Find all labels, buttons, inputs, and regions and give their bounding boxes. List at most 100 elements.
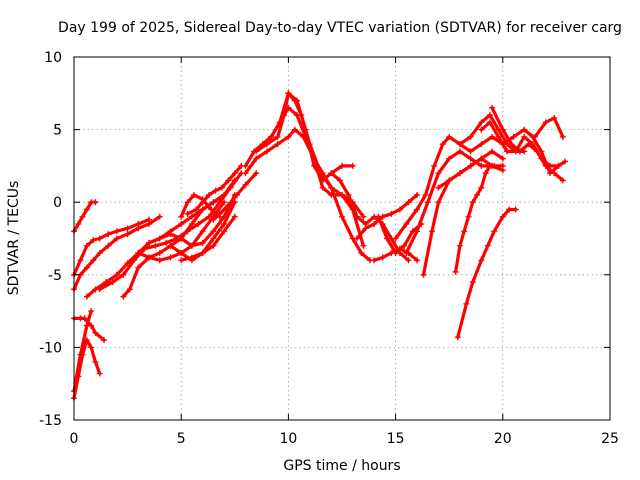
data-point <box>242 162 249 169</box>
data-point <box>319 184 326 191</box>
data-point <box>221 220 228 227</box>
data-point <box>92 358 99 365</box>
data-point <box>504 148 511 155</box>
series-trace <box>72 218 151 277</box>
y-tick-label: -10 <box>39 340 62 356</box>
series-sat-f <box>71 315 108 344</box>
data-point <box>120 271 127 278</box>
series-trace <box>501 128 567 175</box>
data-point <box>555 162 562 169</box>
data-point <box>227 184 234 191</box>
data-point <box>456 148 463 155</box>
data-point <box>345 191 352 198</box>
data-point <box>328 170 335 177</box>
data-point <box>531 133 538 140</box>
data-point <box>293 112 300 119</box>
data-point <box>83 206 90 213</box>
data-point <box>188 254 195 261</box>
series-trace <box>72 309 93 393</box>
data-point <box>559 133 566 140</box>
data-point <box>291 126 298 133</box>
data-point <box>253 148 260 155</box>
data-point <box>199 250 206 257</box>
data-point <box>83 293 90 300</box>
data-point <box>491 228 498 235</box>
data-point <box>263 148 270 155</box>
series-sat-v <box>354 191 421 242</box>
axis-ticks: 0 5 10 15 20 25 -15 -10 -5 0 5 10 <box>39 50 619 447</box>
data-point <box>212 187 219 194</box>
x-tick-label: 15 <box>387 431 405 447</box>
data-point <box>131 257 138 264</box>
data-point <box>486 112 493 119</box>
data-point <box>210 242 217 249</box>
data-point <box>120 293 127 300</box>
data-point <box>81 315 88 322</box>
data-point <box>456 242 463 249</box>
data-point <box>551 114 558 121</box>
data-point <box>499 155 506 162</box>
data-point <box>146 239 153 246</box>
data-point <box>354 213 361 220</box>
data-point <box>276 119 283 126</box>
plot-frame <box>73 56 611 421</box>
data-point <box>431 162 438 169</box>
series-sat-z <box>403 148 506 257</box>
data-point <box>178 235 185 242</box>
data-point <box>178 250 185 257</box>
data-point <box>495 133 502 140</box>
series-trace <box>355 193 419 241</box>
data-point <box>221 191 228 198</box>
data-point <box>435 199 442 206</box>
data-point <box>467 155 474 162</box>
series-trace <box>179 193 222 219</box>
y-tick-label: -15 <box>39 413 62 429</box>
data-point <box>163 239 170 246</box>
data-point <box>478 184 485 191</box>
series-trace <box>329 171 411 262</box>
data-point <box>253 155 260 162</box>
data-point <box>135 250 142 257</box>
data-point <box>392 250 399 257</box>
data-point <box>456 141 463 148</box>
data-point <box>156 235 163 242</box>
data-point <box>167 254 174 261</box>
data-point <box>225 177 232 184</box>
data-point <box>371 257 378 264</box>
series-trace <box>98 171 243 291</box>
series-sat-d <box>71 213 163 293</box>
data-point <box>499 213 506 220</box>
series-sat-t <box>268 104 373 264</box>
data-point <box>152 242 159 249</box>
data-point <box>482 170 489 177</box>
data-point <box>499 167 506 174</box>
data-point <box>510 133 517 140</box>
data-point <box>467 133 474 140</box>
data-point <box>206 191 213 198</box>
data-point <box>210 228 217 235</box>
data-point <box>146 220 153 227</box>
data-point <box>484 242 491 249</box>
data-point <box>285 133 292 140</box>
data-point <box>461 228 468 235</box>
data-point <box>90 236 97 243</box>
data-point <box>92 329 99 336</box>
data-point <box>242 170 249 177</box>
data-point <box>336 177 343 184</box>
data-point <box>156 257 163 264</box>
data-point <box>199 228 206 235</box>
chart-title: Day 199 of 2025, Sidereal Day-to-day VTE… <box>58 20 622 36</box>
data-point <box>319 170 326 177</box>
data-point <box>113 235 120 242</box>
data-point <box>384 235 391 242</box>
data-point <box>79 213 86 220</box>
data-point <box>146 254 153 261</box>
series-sat-a <box>71 199 99 235</box>
data-point <box>469 199 476 206</box>
data-point <box>360 242 367 249</box>
data-point <box>75 220 82 227</box>
data-point <box>274 133 281 140</box>
data-point <box>358 250 365 257</box>
data-point <box>525 141 532 148</box>
data-point <box>446 133 453 140</box>
